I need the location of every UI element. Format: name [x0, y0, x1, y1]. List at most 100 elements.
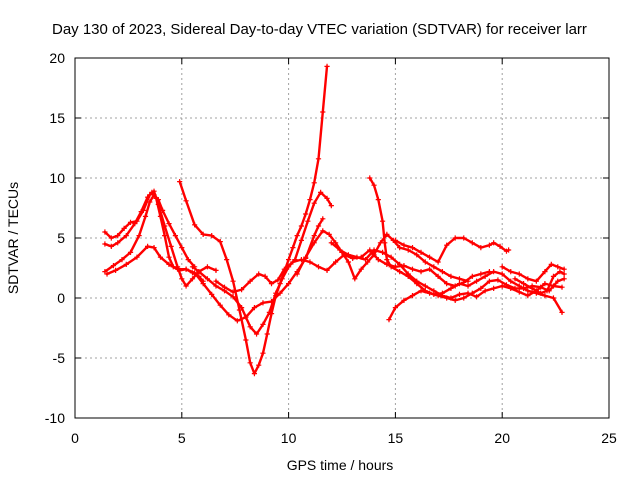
data-point — [497, 243, 503, 249]
data-point — [115, 240, 121, 246]
data-point — [260, 350, 266, 356]
data-point — [213, 278, 219, 284]
data-point — [189, 264, 196, 270]
data-point — [275, 277, 281, 283]
x-tick-label: 5 — [178, 430, 186, 446]
data-point — [318, 189, 324, 195]
data-point — [315, 223, 322, 229]
data-point — [115, 233, 121, 239]
data-point — [281, 266, 287, 272]
data-point — [221, 284, 228, 290]
data-point — [134, 254, 140, 260]
data-point — [307, 259, 313, 265]
data-point — [482, 273, 488, 279]
data-point — [439, 290, 445, 296]
data-point — [166, 254, 172, 260]
data-point — [286, 257, 292, 263]
data-point — [328, 203, 334, 209]
data-point — [544, 288, 550, 294]
data-point — [559, 284, 565, 290]
data-point — [352, 276, 358, 282]
x-tick-label: 10 — [281, 430, 297, 446]
data-point — [529, 285, 535, 291]
data-point — [397, 245, 403, 251]
data-point — [444, 281, 450, 287]
data-point — [279, 276, 285, 282]
data-point — [183, 266, 189, 272]
data-point — [525, 288, 531, 294]
data-point — [358, 266, 364, 272]
data-point — [486, 278, 492, 284]
data-point — [397, 261, 403, 267]
data-point — [435, 293, 441, 299]
data-point — [290, 245, 296, 251]
data-point — [127, 249, 134, 255]
data-point — [392, 305, 398, 311]
data-point — [478, 271, 484, 277]
data-point — [414, 252, 420, 258]
data-point — [138, 209, 144, 215]
data-point — [508, 269, 514, 275]
data-point — [102, 241, 108, 247]
data-point — [422, 259, 428, 265]
data-point — [119, 257, 125, 263]
axis-ticks: 0 5 10 15 20 25 -10 -5 0 5 10 15 20 — [45, 50, 617, 446]
data-point — [362, 257, 369, 263]
data-point — [469, 240, 475, 246]
data-point — [375, 257, 381, 263]
data-point — [444, 295, 450, 301]
data-point — [405, 247, 411, 253]
data-point — [379, 218, 386, 224]
data-point — [371, 182, 377, 188]
data-point — [409, 245, 416, 251]
data-point — [465, 283, 471, 289]
data-point — [239, 305, 245, 311]
data-point — [213, 283, 219, 289]
data-point — [196, 269, 202, 275]
data-point — [311, 233, 317, 239]
x-tick-label: 25 — [601, 430, 617, 446]
data-point — [189, 276, 196, 282]
y-tick-label: -5 — [53, 350, 66, 366]
data-point — [324, 267, 330, 273]
data-point — [561, 276, 567, 282]
data-point — [520, 281, 527, 287]
data-point — [209, 291, 215, 297]
data-point — [405, 273, 411, 279]
x-tick-label: 15 — [388, 430, 404, 446]
series-track-3 — [102, 192, 198, 275]
data-point — [491, 285, 497, 291]
data-point — [388, 254, 394, 260]
data-point — [251, 305, 258, 311]
data-point — [561, 271, 567, 277]
data-point — [177, 179, 183, 185]
data-point — [448, 273, 454, 279]
data-point — [345, 252, 352, 258]
data-point — [461, 235, 467, 241]
data-point — [132, 221, 138, 227]
data-point — [315, 156, 322, 162]
data-point — [157, 254, 164, 260]
x-tick-label: 20 — [494, 430, 510, 446]
data-point — [230, 294, 236, 300]
data-point — [516, 271, 522, 277]
data-point — [512, 285, 518, 291]
data-point — [499, 264, 505, 270]
data-point — [213, 267, 219, 273]
data-point — [262, 273, 268, 279]
data-point — [388, 264, 394, 270]
series-track-12 — [392, 235, 512, 265]
data-point — [461, 295, 467, 301]
data-point — [499, 283, 505, 289]
data-point — [266, 309, 272, 315]
data-point — [495, 277, 501, 283]
data-point — [469, 290, 475, 296]
data-point — [367, 175, 373, 181]
data-point — [555, 278, 561, 284]
data-point — [486, 242, 492, 248]
data-point — [108, 243, 114, 249]
data-point — [123, 233, 129, 239]
data-point — [121, 225, 127, 231]
data-point — [542, 269, 548, 275]
data-point — [294, 271, 300, 277]
